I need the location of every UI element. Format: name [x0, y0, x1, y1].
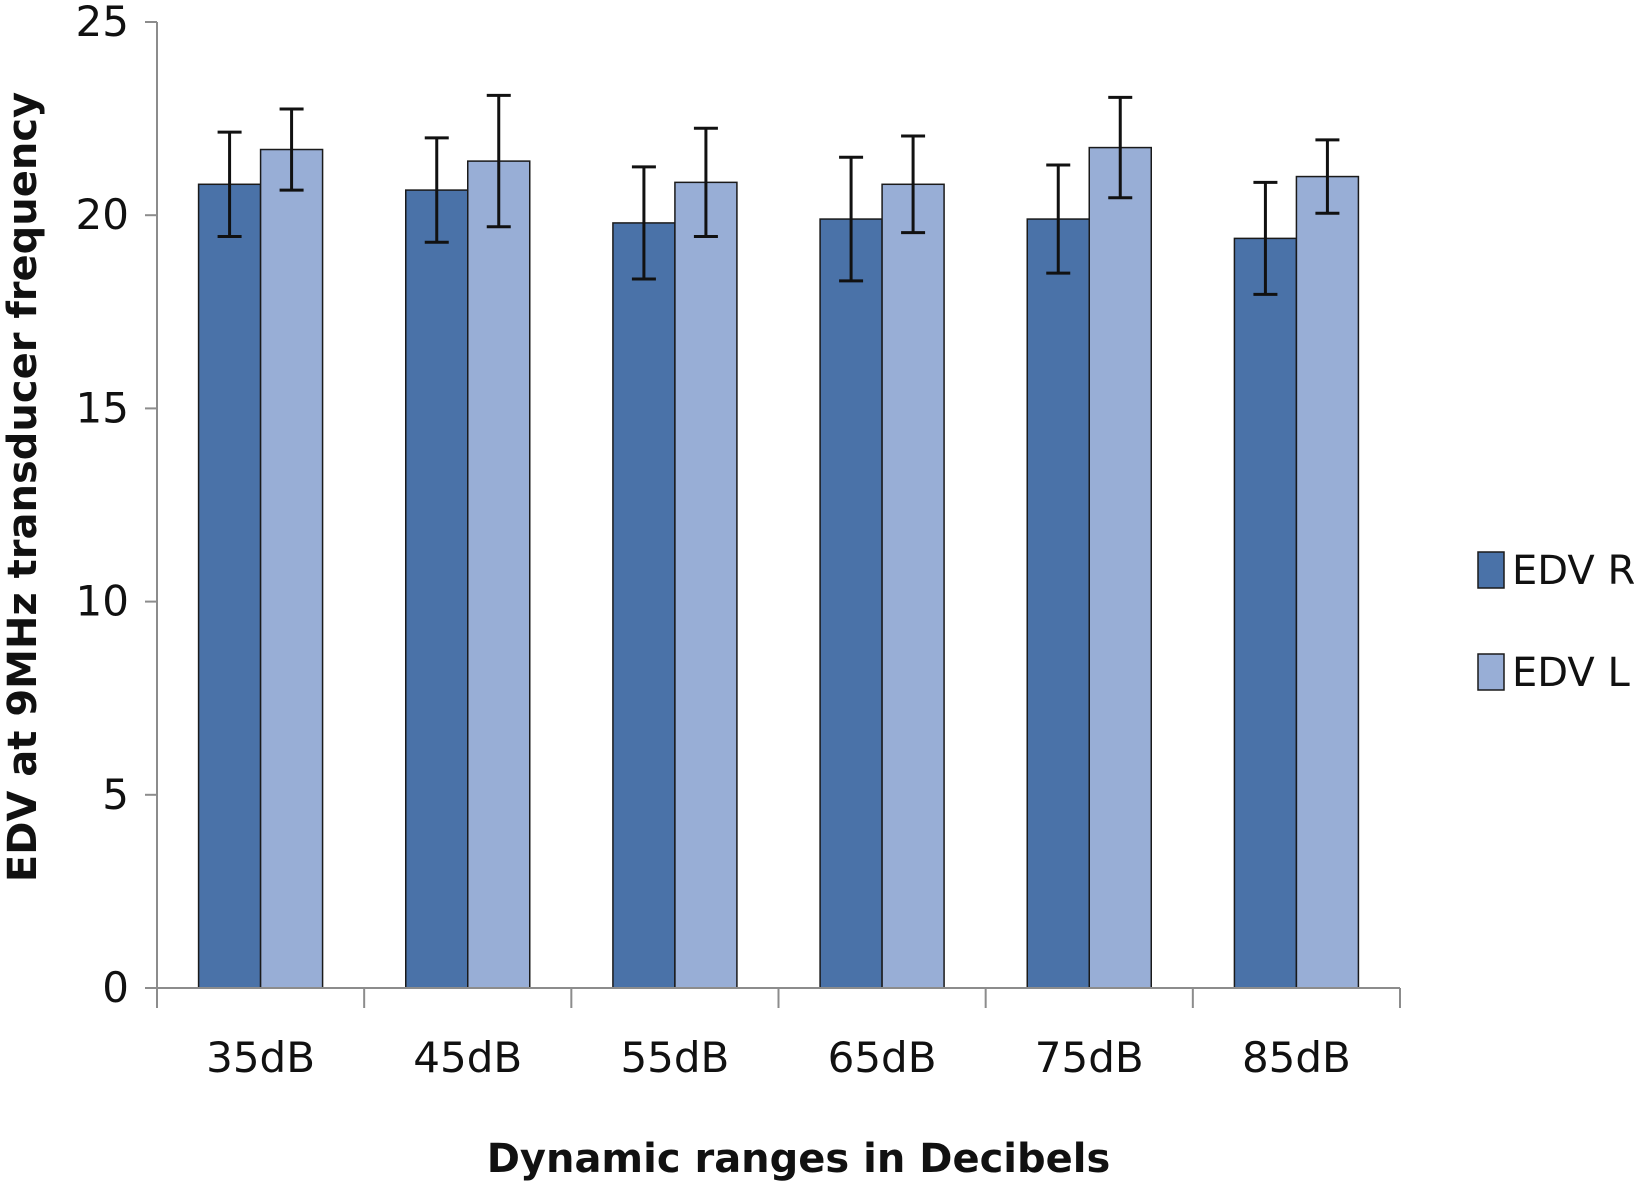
error-bar: [1108, 95, 1133, 200]
legend-swatch: [1477, 551, 1505, 589]
error-bar: [1046, 163, 1071, 275]
x-tick-label: 35dB: [206, 1033, 315, 1082]
y-tick-label: 25: [76, 0, 129, 46]
bar-edv-r-35db: [197, 183, 262, 989]
y-tick-label: 10: [76, 577, 129, 626]
x-tick-label: 65dB: [828, 1033, 937, 1082]
error-bar: [693, 126, 718, 238]
error-bar: [1315, 138, 1340, 215]
error-bar: [486, 93, 511, 229]
error-bar: [424, 136, 449, 244]
error-bar: [217, 130, 242, 238]
error-bar: [279, 107, 304, 192]
x-tick-label: 75dB: [1035, 1033, 1144, 1082]
bars-layer: [197, 146, 1360, 989]
error-bar: [631, 165, 656, 281]
y-axis-title: EDV at 9MHz transducer frequency: [0, 92, 46, 882]
legend-item-edv-r: EDV R: [1477, 548, 1634, 594]
legend-label: EDV R: [1512, 548, 1634, 594]
bar-edv-l-35db: [259, 148, 324, 989]
bar-edv-r-65db: [819, 218, 883, 989]
y-tick-label: 20: [76, 190, 129, 239]
ticks-layer: 0 5 10 15 20 25 35dB 45dB 55dB 65dB 75dB 85dB: [76, 0, 1401, 1082]
x-axis-title: Dynamic ranges in Decibels: [487, 1136, 1111, 1182]
legend-label: EDV L: [1512, 650, 1630, 696]
bar-edv-r-75db: [1026, 218, 1090, 989]
axes: [156, 22, 1400, 989]
error-bar: [901, 134, 926, 235]
x-tick-label: 45dB: [413, 1033, 522, 1082]
error-bar: [1253, 180, 1278, 296]
legend-item-edv-l: EDV L: [1477, 650, 1630, 696]
bar-edv-r-85db: [1233, 237, 1298, 989]
x-tick-label: 55dB: [620, 1033, 729, 1082]
y-tick-label: 5: [102, 770, 129, 819]
legend: EDV R EDV L: [1477, 548, 1634, 696]
y-tick-label: 15: [76, 383, 129, 432]
bar-edv-l-85db: [1295, 175, 1360, 989]
bar-edv-l-55db: [674, 181, 738, 989]
error-bar: [839, 155, 864, 283]
error-bars-layer: [217, 93, 1340, 296]
bar-edv-r-55db: [612, 222, 676, 989]
bar-edv-r-45db: [405, 189, 469, 989]
bar-edv-l-65db: [881, 183, 945, 989]
legend-swatch: [1477, 653, 1505, 691]
y-tick-label: 0: [102, 963, 129, 1012]
bar-edv-l-75db: [1088, 146, 1152, 989]
x-tick-label: 85dB: [1242, 1033, 1351, 1082]
bar-edv-l-45db: [467, 160, 531, 989]
